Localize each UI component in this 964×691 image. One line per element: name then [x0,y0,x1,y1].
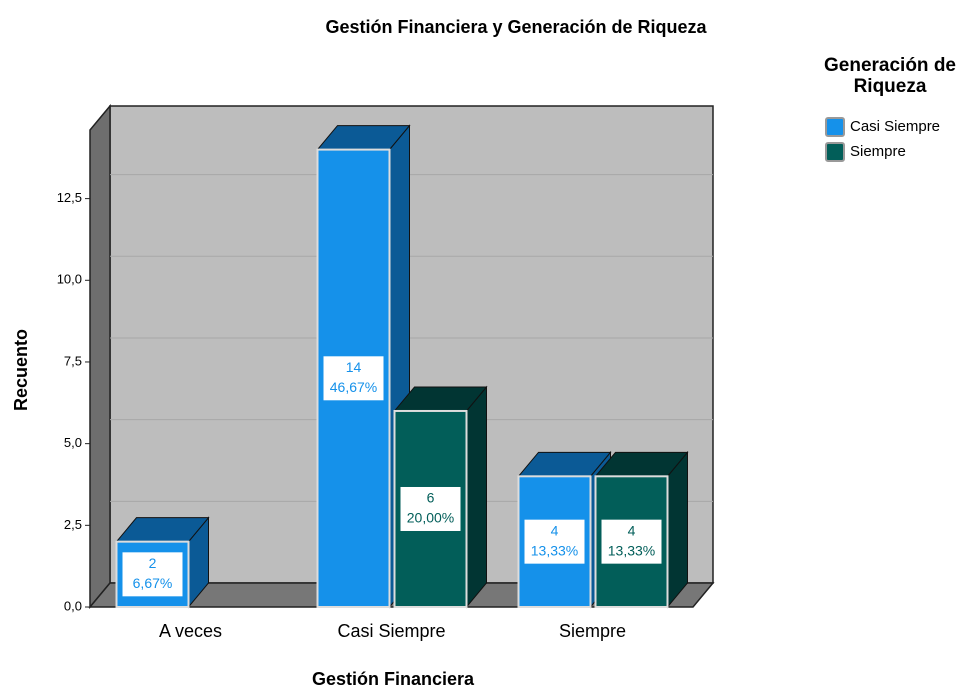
y-tick-label: 10,0 [57,272,82,287]
y-tick-label: 7,5 [64,353,82,368]
data-label: 4 [628,522,636,538]
data-label: 14 [346,359,362,375]
data-label-percent: 6,67% [133,575,173,591]
bar-side [667,450,688,609]
data-label-percent: 46,67% [330,379,377,395]
label-box [122,552,183,597]
legend-label: Siempre [850,143,906,160]
legend-title: Generación de Riqueza [824,55,956,97]
label-box [323,356,384,401]
label-box [524,519,585,564]
data-label: 6 [427,490,435,506]
data-label: 4 [551,522,559,538]
label-box [400,486,461,531]
data-label-percent: 13,33% [608,542,655,558]
legend-swatch [825,142,845,162]
x-axis-label: Gestión Financiera [312,669,475,689]
x-tick-label: A veces [159,621,222,641]
left-wall [89,103,111,610]
y-tick-label: 0,0 [64,598,82,613]
x-tick-label: Casi Siempre [337,621,445,641]
data-label-percent: 20,00% [407,510,454,526]
data-label-percent: 13,33% [531,542,578,558]
x-tick-label: Siempre [559,621,626,641]
legend-label: Casi Siempre [850,118,940,135]
bar-side [466,385,487,609]
legend-swatch [825,117,845,137]
chart-title: Gestión Financiera y Generación de Rique… [325,17,707,37]
y-tick-label: 2,5 [64,517,82,532]
data-label: 2 [149,555,157,571]
y-axis-label: Recuento [11,329,31,411]
y-tick-label: 12,5 [57,190,82,205]
y-tick-label: 5,0 [64,435,82,450]
label-box [601,519,662,564]
